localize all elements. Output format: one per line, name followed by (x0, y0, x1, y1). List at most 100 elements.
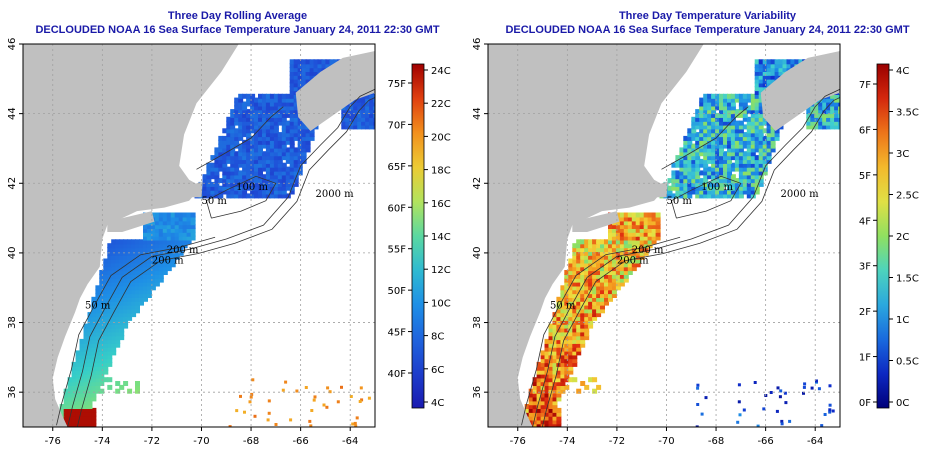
lat-tick-label: 36 (472, 386, 483, 399)
lat-tick-label: 42 (472, 177, 483, 190)
contour-line (196, 106, 284, 170)
colorbar-fahrenheit-label: 5F (859, 171, 871, 182)
colorbar-fahrenheit-label: 65F (388, 162, 407, 173)
colorbar-fahrenheit-label: 50F (388, 286, 407, 297)
map-area: 100 m 200 m 2000 m 50 m 200 m 50 m (488, 44, 840, 427)
lat-tick-label: 46 (7, 38, 18, 51)
colorbar-celsius-label: 6C (431, 365, 444, 376)
contour-label: 100 m (236, 182, 268, 193)
land-mass (107, 211, 155, 232)
colorbar-celsius-label: 16C (431, 199, 451, 210)
colorbar-fahrenheit-label: 55F (388, 245, 407, 256)
lat-tick-label: 44 (7, 107, 18, 120)
lat-tick-label: 46 (472, 38, 483, 51)
panel-subtitle: DECLOUDED NOAA 16 Sea Surface Temperatur… (505, 24, 910, 36)
contour-label: 50 m (201, 196, 227, 207)
lat-tick-label: 40 (7, 247, 18, 260)
panel-title: Three Day Temperature Variability (618, 10, 797, 22)
land-mass (488, 44, 704, 427)
colorbar-fahrenheit-label: 2F (859, 307, 871, 318)
colorbar-fahrenheit-label: 6F (859, 125, 871, 136)
panel-subtitle: DECLOUDED NOAA 16 Sea Surface Temperatur… (35, 24, 440, 36)
contour-label: 200 m (152, 255, 184, 266)
lon-tick-label: -72 (609, 436, 625, 447)
colorbar-celsius-label: 0C (896, 398, 909, 409)
grid-lines (488, 44, 840, 427)
colorbar-celsius-label: 12C (431, 265, 451, 276)
colorbar-celsius-label: 3C (896, 149, 909, 160)
colorbar-celsius-label: 4C (896, 66, 909, 77)
contour-line (205, 175, 277, 219)
colorbar-fahrenheit-label: 75F (388, 79, 407, 90)
lon-tick-label: -66 (757, 436, 773, 447)
contour-label: 50 m (666, 196, 692, 207)
lat-tick-label: 38 (472, 316, 483, 329)
contour-label: 200 m (167, 245, 199, 256)
contour-label: 50 m (85, 301, 111, 312)
colorbar-celsius-label: 10C (431, 298, 451, 309)
colorbar-celsius-label: 1C (896, 315, 909, 326)
lon-tick-label: -76 (510, 436, 526, 447)
lat-tick-label: 44 (472, 107, 483, 120)
colorbar-celsius-label: 1.5C (896, 274, 919, 285)
colorbar (411, 63, 425, 409)
colorbar-celsius-label: 22C (431, 99, 451, 110)
colorbar-celsius-label: 3.5C (896, 108, 919, 119)
contour-line (76, 97, 375, 427)
colorbar-celsius-label: 18C (431, 166, 451, 177)
contour-line (56, 236, 216, 426)
contour-line (541, 97, 840, 427)
lon-tick-label: -74 (559, 436, 575, 447)
contour-line (661, 106, 749, 170)
contour-line (670, 175, 742, 219)
panel-title: Three Day Rolling Average (167, 10, 308, 22)
colorbar-fahrenheit-label: 70F (388, 120, 407, 131)
colorbar-fahrenheit-label: 45F (388, 328, 407, 339)
lat-tick-label: 40 (472, 247, 483, 260)
colorbar-celsius-label: 20C (431, 132, 451, 143)
lon-tick-label: -68 (708, 436, 724, 447)
contour-label: 2000 m (316, 189, 355, 200)
contour-label: 200 m (632, 245, 664, 256)
lon-tick-label: -70 (193, 436, 209, 447)
land-mass (23, 44, 239, 427)
sst-variability-map-panel: Three Day Temperature Variability DECLOU… (465, 0, 950, 475)
lon-tick-label: -72 (144, 436, 160, 447)
contour-label: 2000 m (781, 189, 820, 200)
contour-label: 50 m (550, 301, 576, 312)
colorbar-fahrenheit-label: 3F (859, 262, 871, 273)
bathymetry-contours (56, 88, 375, 427)
colorbar-celsius-label: 0.5C (896, 357, 919, 368)
contour-line (521, 236, 681, 426)
colorbar (876, 63, 890, 409)
lon-tick-label: -70 (658, 436, 674, 447)
lon-tick-label: -76 (45, 436, 61, 447)
contour-label: 100 m (701, 182, 733, 193)
land-mass (651, 181, 668, 198)
map-area: 100 m 200 m 2000 m 50 m 200 m 50 m (23, 44, 375, 427)
colorbar-fahrenheit-label: 7F (859, 80, 871, 91)
sst-average-map: 100 m 200 m 2000 m 50 m 200 m 50 m -76 -74 -72 -7… (7, 38, 451, 447)
map-frame (487, 43, 841, 428)
contour-line (532, 88, 840, 427)
colorbar-fahrenheit-label: 0F (859, 398, 871, 409)
colorbar-celsius-label: 8C (431, 332, 444, 343)
lat-tick-label: 36 (7, 386, 18, 399)
colorbar-fahrenheit-label: 60F (388, 203, 407, 214)
colorbar-fahrenheit-label: 4F (859, 216, 871, 227)
map-frame (22, 43, 376, 428)
colorbar-fahrenheit-label: 1F (859, 353, 871, 364)
land-mass (572, 211, 620, 232)
lon-tick-label: -66 (292, 436, 308, 447)
contour-line (67, 88, 375, 427)
colorbar-celsius-label: 14C (431, 232, 451, 243)
land-mass (760, 51, 840, 131)
lat-tick-label: 42 (7, 177, 18, 190)
sst-variability-map: 100 m 200 m 2000 m 50 m 200 m 50 m -76 -74 -72 -7… (472, 38, 919, 447)
lon-tick-label: -74 (94, 436, 110, 447)
colorbar-celsius-label: 24C (431, 66, 451, 77)
lat-tick-label: 38 (7, 316, 18, 329)
land-mass (186, 181, 203, 198)
lon-tick-label: -68 (243, 436, 259, 447)
colorbar-fahrenheit-label: 40F (388, 369, 407, 380)
